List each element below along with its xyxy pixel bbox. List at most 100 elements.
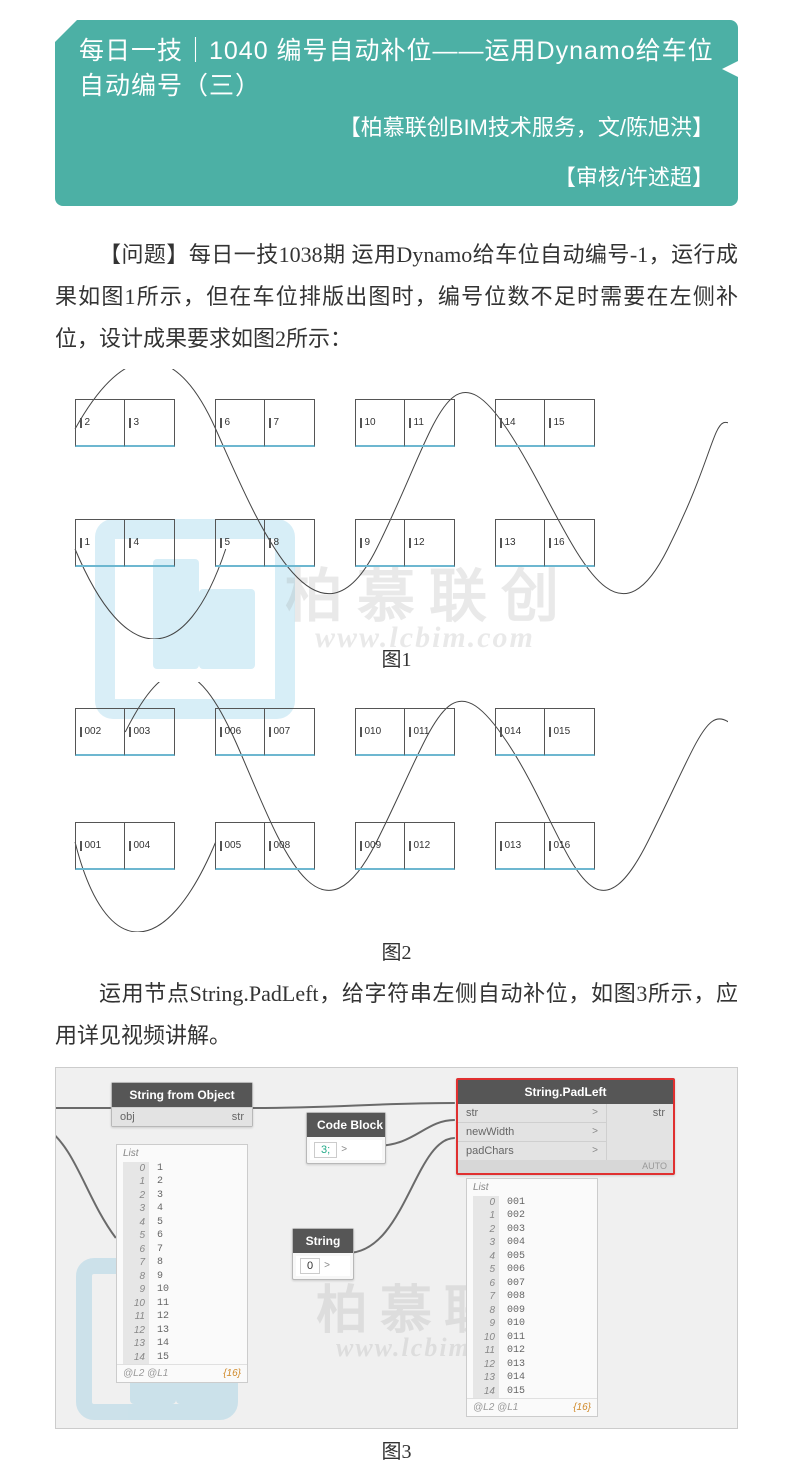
slot-pair: 67 [215, 399, 315, 447]
list-index: 1 [473, 1209, 499, 1223]
list-row: 01 [117, 1162, 247, 1176]
list-row: 89 [117, 1270, 247, 1284]
paragraph-solution: 运用节点String.PadLeft，给字符串左侧自动补位，如图3所示，应用详见… [55, 973, 738, 1057]
list-row: 56 [117, 1229, 247, 1243]
list-index: 12 [123, 1324, 149, 1338]
slot-label: 001 [80, 840, 101, 851]
dynamo-graph: 柏慕联创 www.lcbim.com String from Object ob… [55, 1067, 738, 1429]
slot-bar-icon [500, 418, 502, 428]
list-value: 8 [157, 1256, 241, 1270]
node-string[interactable]: String 0 > [292, 1228, 354, 1280]
slot-bar-icon [500, 841, 502, 851]
slot-number: 006 [225, 726, 242, 737]
slot-label: 16 [549, 537, 565, 548]
article-title: 每日一技｜1040 编号自动补位——运用Dynamo给车位自动编号（三） [79, 34, 714, 104]
list-index: 5 [123, 1229, 149, 1243]
port-out-str[interactable]: str [653, 1107, 665, 1119]
slot-number: 8 [274, 537, 280, 548]
list-index: 4 [123, 1216, 149, 1230]
parking-slot: 009 [355, 822, 405, 870]
article-reviewer: 【审核/许述超】 [79, 160, 714, 192]
list-index: 14 [473, 1385, 499, 1399]
slot-pair: 13 16 [495, 519, 595, 567]
list-count: {16} [223, 1368, 241, 1379]
list-value: 014 [507, 1371, 591, 1385]
slot-bar-icon [80, 418, 82, 428]
list-output-left: List 01122334455667788991010111112121313… [116, 1144, 248, 1384]
slot-number: 016 [554, 840, 571, 851]
slot-bar-icon [129, 727, 131, 737]
slot-bar-icon [129, 418, 131, 428]
slot-number: 011 [414, 726, 430, 737]
list-value: 004 [507, 1236, 591, 1250]
port-in-padchars[interactable]: padChars [466, 1145, 514, 1157]
slot-bar-icon [500, 538, 502, 548]
slot-label: 9 [360, 537, 370, 548]
port-in[interactable]: obj [120, 1111, 135, 1123]
list-row: 2003 [467, 1223, 597, 1237]
node-string-from-object[interactable]: String from Object obj str [111, 1082, 253, 1127]
list-index: 0 [123, 1162, 149, 1176]
slot-bar-icon [129, 841, 131, 851]
list-row: 910 [117, 1283, 247, 1297]
code-value[interactable]: 3; [314, 1142, 337, 1158]
header-corner-cut [53, 18, 79, 44]
list-value: 008 [507, 1290, 591, 1304]
slot-number: 10 [365, 417, 376, 428]
port-out[interactable]: str [232, 1111, 244, 1123]
list-index: 4 [473, 1250, 499, 1264]
figure-3-caption: 图3 [0, 1435, 793, 1464]
slot-number: 009 [365, 840, 382, 851]
port-in-str[interactable]: str [466, 1107, 478, 1119]
port-out[interactable]: > [341, 1144, 347, 1155]
list-value: 006 [507, 1263, 591, 1277]
slot-label: 2 [80, 417, 90, 428]
slot-label: 10 [360, 417, 376, 428]
parking-slot: 1 [75, 519, 125, 567]
slot-label: 1 [80, 537, 90, 548]
parking-slot: 12 [405, 519, 455, 567]
list-index: 10 [473, 1331, 499, 1345]
node-title: String [293, 1229, 353, 1253]
slot-pair: 010 011 [355, 708, 455, 756]
slot-bar-icon [269, 727, 271, 737]
slot-bar-icon [360, 418, 362, 428]
parking-slot: 14 [495, 399, 545, 447]
slot-number: 6 [225, 417, 231, 428]
port-out[interactable]: > [324, 1260, 330, 1271]
slot-number: 010 [365, 726, 382, 737]
slot-number: 005 [225, 840, 242, 851]
slot-number: 003 [134, 726, 151, 737]
list-value: 010 [507, 1317, 591, 1331]
list-value: 11 [157, 1297, 241, 1311]
parking-slot: 014 [495, 708, 545, 756]
slot-bar-icon [129, 538, 131, 548]
string-value[interactable]: 0 [300, 1258, 320, 1274]
slot-label: 014 [500, 726, 521, 737]
list-row: 11012 [467, 1344, 597, 1358]
slot-number: 014 [505, 726, 522, 737]
list-value: 6 [157, 1229, 241, 1243]
list-index: 9 [473, 1317, 499, 1331]
port-in-newwidth[interactable]: newWidth [466, 1126, 514, 1138]
list-head: List [117, 1145, 247, 1162]
node-code-block[interactable]: Code Block 3; > [306, 1112, 386, 1164]
parking-slot: 2 [75, 399, 125, 447]
slot-bar-icon [80, 841, 82, 851]
node-string-padleft[interactable]: String.PadLeft str> newWidth> padChars> … [456, 1078, 675, 1175]
list-row: 1314 [117, 1337, 247, 1351]
list-index: 8 [473, 1304, 499, 1318]
node-title: String from Object [112, 1083, 252, 1107]
slot-bar-icon [409, 841, 411, 851]
list-value: 009 [507, 1304, 591, 1318]
list-value: 15 [157, 1351, 241, 1365]
list-index: 8 [123, 1270, 149, 1284]
list-levels: @L2 @L1 [123, 1368, 168, 1379]
slot-bar-icon [409, 727, 411, 737]
slot-number: 015 [554, 726, 571, 737]
list-value: 10 [157, 1283, 241, 1297]
figure-1: 柏慕联创 www.lcbim.com 236710111415 14589121… [55, 369, 738, 672]
slot-label: 13 [500, 537, 516, 548]
slot-bar-icon [269, 418, 271, 428]
node-title: String.PadLeft [458, 1080, 673, 1104]
